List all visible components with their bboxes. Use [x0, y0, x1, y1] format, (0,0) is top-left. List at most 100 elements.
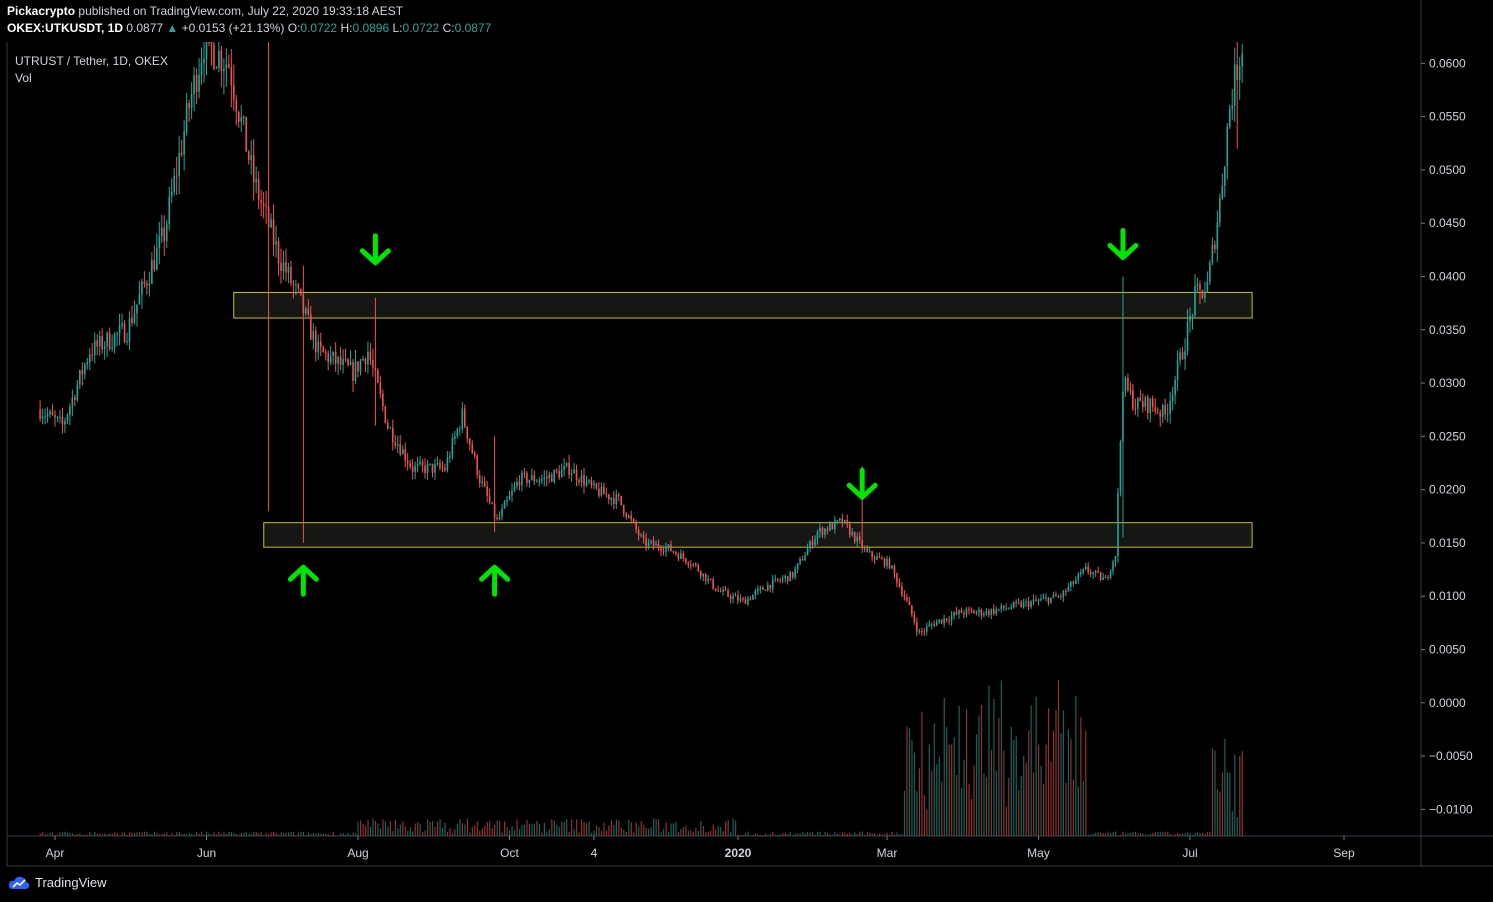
candle-body — [1112, 561, 1114, 572]
candle-body — [247, 151, 250, 160]
candle-body — [203, 58, 205, 63]
candle-body — [481, 481, 483, 483]
volume-bar — [143, 831, 146, 836]
candle-body — [920, 631, 923, 633]
candle-body — [1032, 599, 1035, 602]
candle-body — [843, 519, 846, 524]
volume-bar — [367, 819, 369, 836]
candle-body — [185, 103, 188, 132]
volume-bar — [767, 834, 769, 836]
candle-body — [988, 610, 990, 615]
volume-bar — [834, 831, 836, 836]
time-axis[interactable]: Apr Jun Aug Oct 4 2020 Mar May Jul Sep — [46, 836, 1355, 860]
volume-bar — [1033, 772, 1035, 836]
candle-body — [585, 481, 588, 486]
candle-body — [1139, 397, 1142, 402]
volume-bar — [114, 832, 116, 836]
time-tick-label: Oct — [500, 846, 519, 860]
volume-bar — [372, 818, 374, 836]
candle-body — [488, 495, 491, 503]
volume-bar — [1204, 833, 1206, 836]
candle-body — [476, 455, 479, 476]
candle-body — [136, 304, 138, 314]
candle-body — [881, 558, 883, 560]
candle-body — [1127, 377, 1129, 391]
volume-bar — [836, 833, 839, 836]
volume-bar — [958, 705, 960, 836]
candle-body — [603, 486, 605, 495]
candle-body — [963, 612, 965, 615]
candle-body — [111, 347, 113, 349]
candle-body — [928, 624, 931, 627]
candle-body — [848, 524, 851, 536]
price-axis[interactable]: 0.0600 0.0550 0.0500 0.0450 0.0400 0.0350 0.03… — [1421, 56, 1473, 816]
candle-body — [175, 175, 178, 177]
volume-bar — [389, 820, 391, 836]
candle-body — [324, 352, 327, 354]
volume-bar — [432, 821, 434, 836]
candle-body — [193, 75, 195, 95]
candle-body — [290, 266, 292, 284]
candle-body — [255, 178, 257, 183]
candle-body — [573, 469, 575, 474]
volume-bar — [1216, 789, 1219, 836]
volume-bar — [486, 821, 488, 836]
tradingview-brand[interactable]: TradingView — [8, 875, 107, 890]
candle-body — [1025, 601, 1027, 603]
volume-bar — [1187, 832, 1189, 836]
volume-bar — [573, 829, 575, 836]
ohlc-bar: OKEX:UTKUSDT, 1D 0.0877 ▲ +0.0153 (+21.1… — [7, 21, 491, 35]
volume-bar — [931, 770, 933, 836]
candle-body — [419, 461, 421, 464]
volume-bar — [888, 834, 891, 836]
candle-body — [983, 614, 985, 616]
candle-body — [39, 409, 41, 419]
volume-bar — [156, 832, 158, 836]
volume-bar — [345, 834, 347, 836]
volume-bar — [474, 825, 476, 836]
volume-bar — [516, 819, 518, 836]
volume-bar — [558, 826, 560, 836]
volume-bar — [183, 833, 185, 836]
candle-body — [337, 357, 339, 364]
candle-body — [280, 263, 282, 271]
volume-bar — [74, 834, 76, 836]
volume-bar — [225, 834, 228, 836]
candle-body — [1196, 284, 1199, 287]
volume-bar — [243, 832, 245, 836]
volume-bar — [747, 831, 749, 836]
volume-bar — [757, 834, 759, 836]
candle-body — [744, 599, 747, 605]
volume-bar — [876, 834, 878, 836]
candle-body — [719, 590, 722, 592]
volume-bar — [779, 834, 781, 836]
candle-body — [138, 294, 141, 305]
candle-body — [210, 42, 213, 45]
candle-body — [275, 241, 277, 245]
candle-body — [779, 580, 782, 582]
time-tick-label: Jul — [1182, 846, 1197, 860]
candle-body — [473, 453, 476, 456]
candle-body — [938, 619, 940, 622]
volume-bar — [814, 834, 816, 836]
candle-body — [305, 308, 307, 314]
candle-body — [670, 544, 672, 552]
volume-bar — [782, 832, 784, 836]
arrow-head — [1107, 242, 1139, 260]
volume-bar — [347, 832, 349, 836]
candle-body — [876, 556, 878, 560]
candle-body — [878, 556, 881, 559]
candle-body — [784, 576, 786, 579]
candle-body — [1241, 53, 1243, 67]
candle-body — [1233, 64, 1236, 106]
volume-bar — [707, 831, 709, 836]
volume-bar — [369, 826, 372, 836]
volume-bar — [419, 823, 421, 836]
volume-bar — [926, 809, 928, 836]
candle-body — [916, 622, 918, 632]
volume-bar — [387, 826, 389, 836]
candle-body — [851, 531, 854, 536]
volume-bar — [543, 822, 545, 836]
candle-body — [1065, 590, 1067, 592]
